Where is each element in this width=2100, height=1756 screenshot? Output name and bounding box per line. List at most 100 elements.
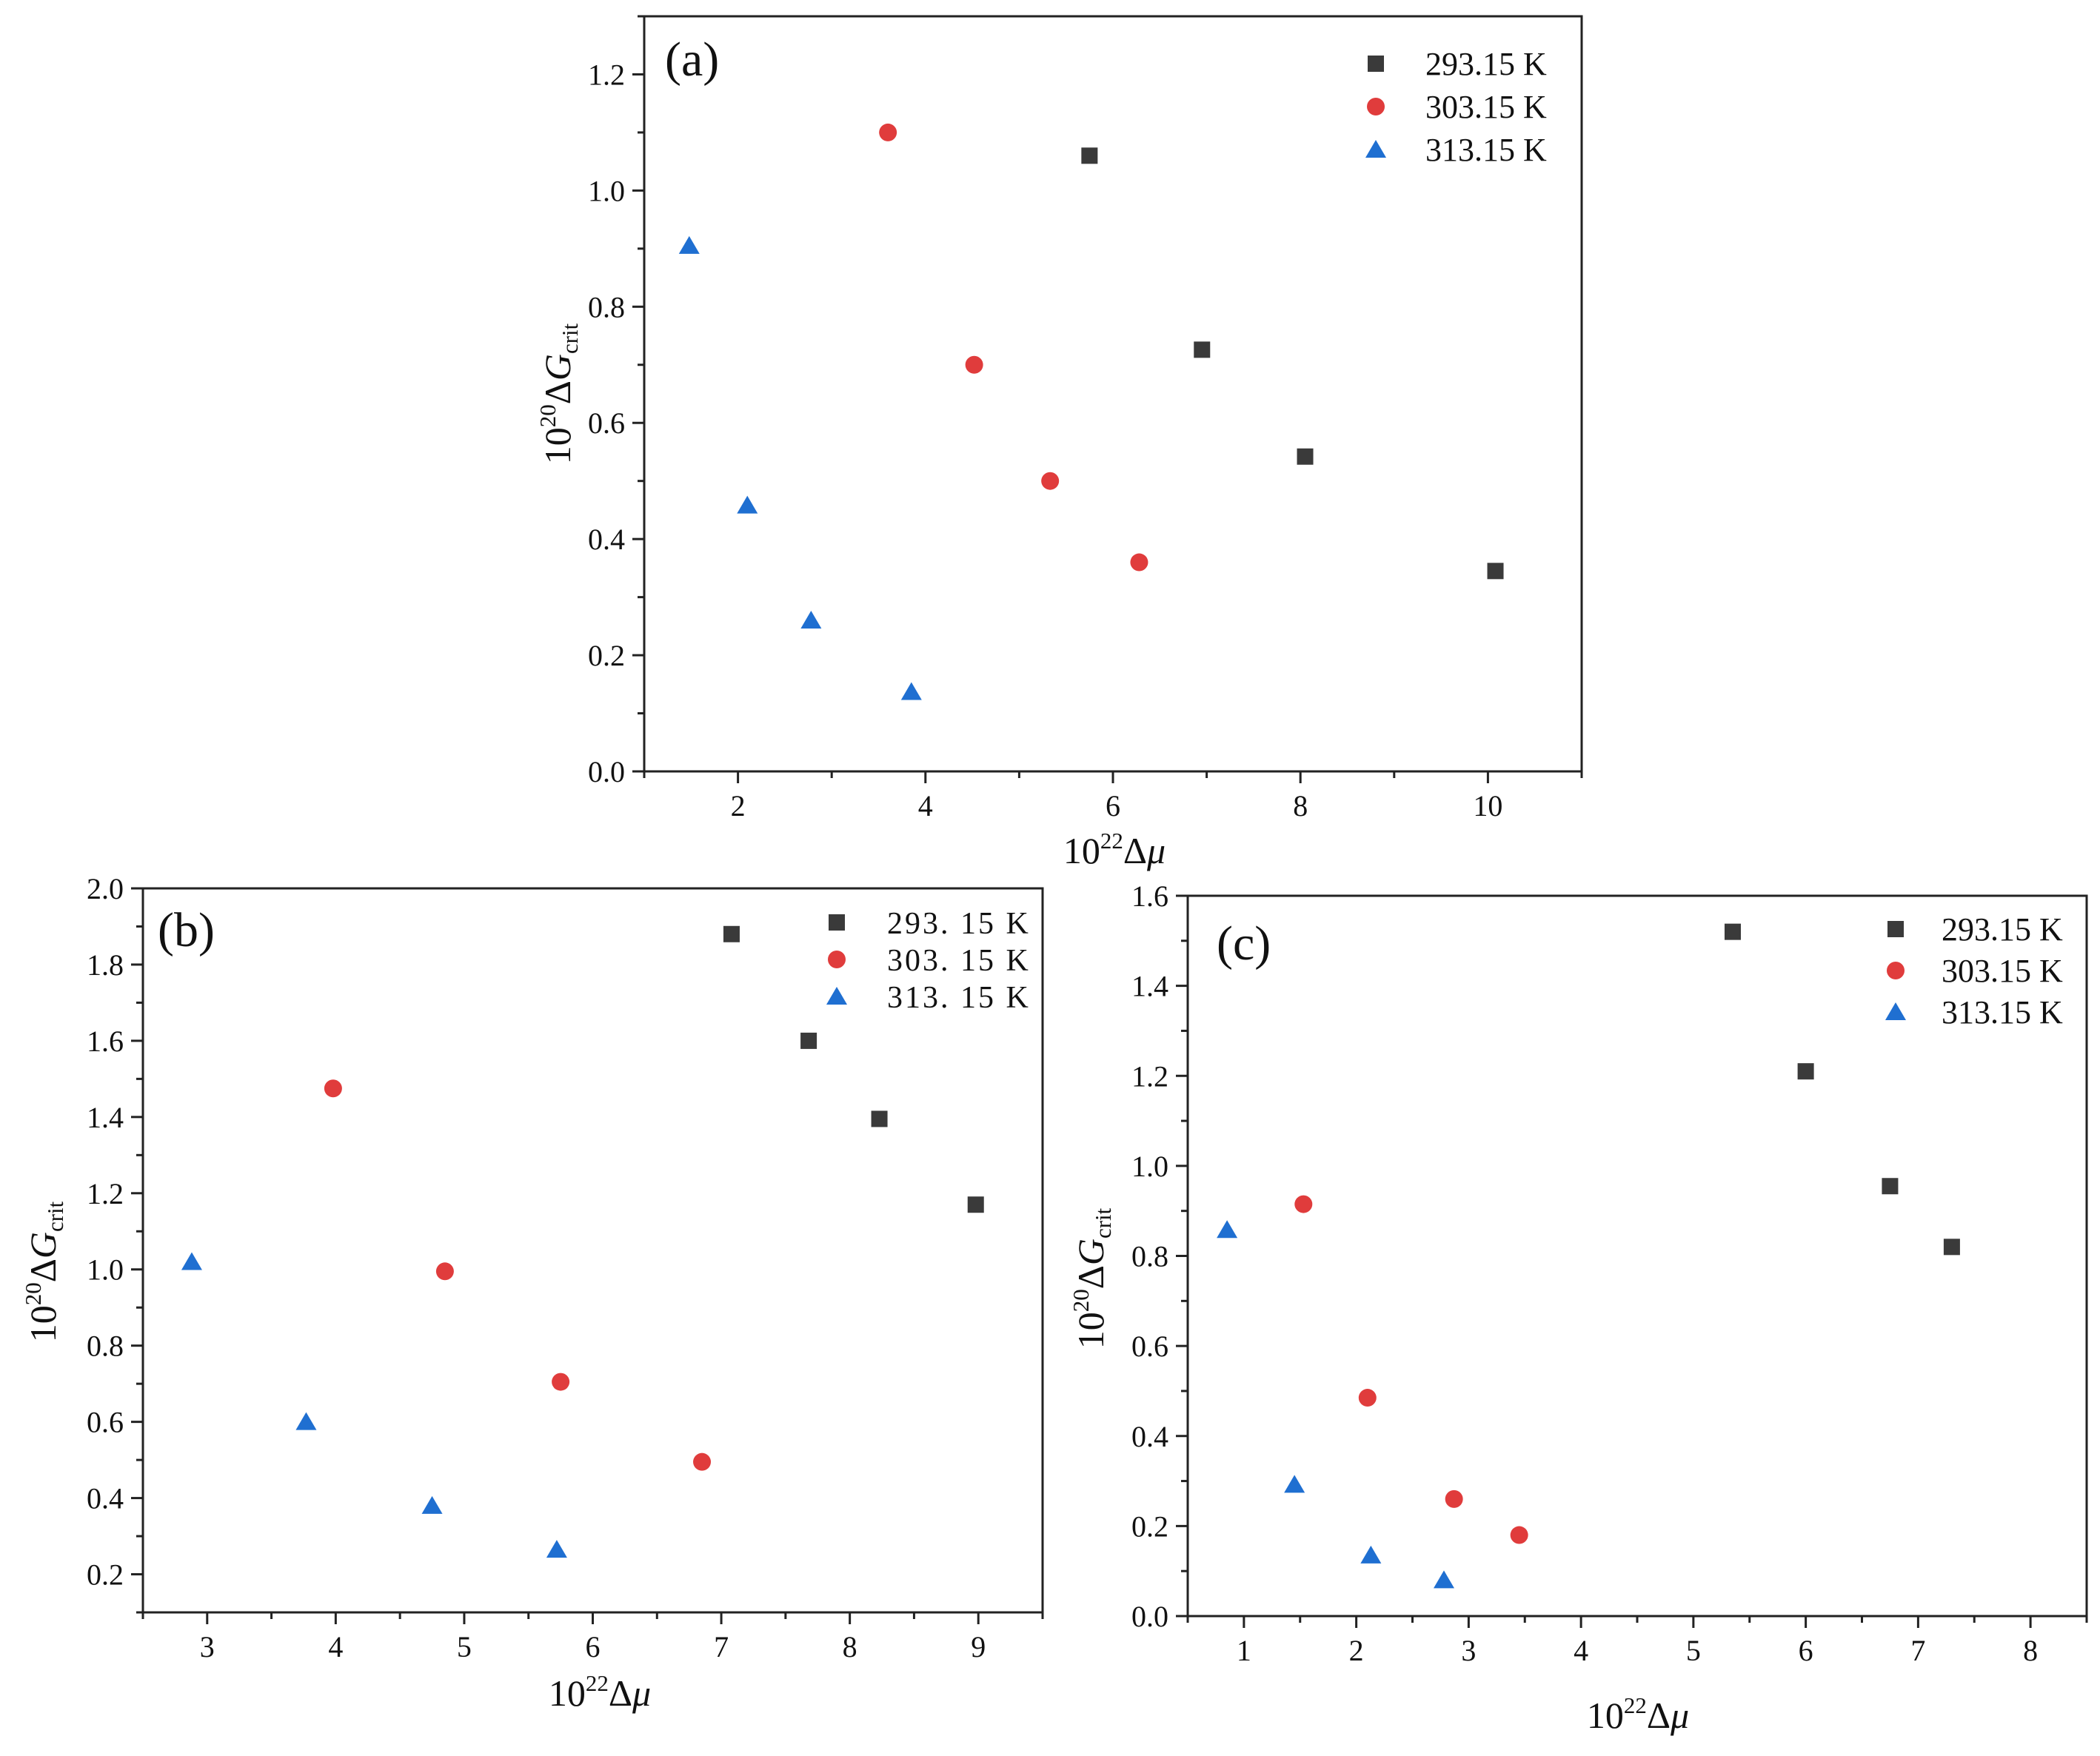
- y-axis-title-sym: Δ: [22, 1259, 64, 1282]
- legend-label: 303.15 K: [1425, 89, 1547, 125]
- y-axis-title-exp: 20: [535, 404, 561, 427]
- data-point-circle: [693, 1452, 712, 1471]
- x-tick-label: 5: [1686, 1634, 1701, 1667]
- x-tick-label: 4: [328, 1630, 343, 1663]
- panel-label: (b): [158, 903, 215, 957]
- data-point-square: [800, 1032, 817, 1049]
- data-point-circle: [552, 1373, 570, 1391]
- x-tick-label: 7: [1910, 1634, 1925, 1667]
- y-axis-title: 1020ΔGcrit: [20, 1201, 68, 1342]
- y-tick-label: 0.8: [1131, 1240, 1168, 1273]
- y-tick-label: 1.2: [1131, 1059, 1168, 1093]
- y-axis-title-exp: 20: [1068, 1289, 1094, 1312]
- data-point-circle: [879, 123, 897, 141]
- x-axis-title-sym: Δ: [1647, 1695, 1671, 1736]
- legend-label: 303. 15 K: [887, 944, 1031, 978]
- x-axis-title-sym: Δ: [1123, 830, 1147, 871]
- x-tick-label: 3: [200, 1630, 215, 1663]
- data-point-circle: [965, 355, 983, 374]
- data-point-square: [1194, 341, 1211, 358]
- x-axis-title-var: μ: [1146, 830, 1166, 871]
- y-axis-title: 1020ΔGcrit: [1068, 1207, 1116, 1349]
- y-tick-label: 1.2: [588, 58, 625, 91]
- y-tick-label: 0.2: [588, 639, 625, 672]
- data-point-triangle: [295, 1412, 317, 1430]
- y-tick-label: 0.6: [87, 1406, 124, 1439]
- x-tick-label: 7: [714, 1630, 729, 1663]
- y-tick-label: 1.4: [87, 1101, 124, 1134]
- x-axis-title: 1022Δμ: [1587, 1692, 1689, 1736]
- x-tick-label: 2: [731, 789, 746, 822]
- x-tick-label: 6: [1106, 789, 1120, 822]
- x-tick-label: 8: [2023, 1634, 2038, 1667]
- data-point-triangle: [546, 1540, 567, 1558]
- y-tick-label: 1.4: [1131, 970, 1168, 1003]
- x-tick-label: 4: [1574, 1634, 1588, 1667]
- x-tick-label: 8: [1293, 789, 1308, 822]
- legend-marker-triangle: [1365, 140, 1386, 158]
- data-point-triangle: [678, 235, 700, 254]
- data-point-square: [1487, 563, 1504, 580]
- legend-marker-triangle: [826, 987, 847, 1005]
- panel-label: (c): [1217, 916, 1271, 971]
- x-axis-title-exp: 22: [1100, 828, 1123, 854]
- y-axis-title-base: 10: [537, 427, 578, 464]
- y-tick-label: 0.6: [588, 406, 625, 440]
- legend-label: 313. 15 K: [887, 981, 1031, 1015]
- panel-c: 1 2 3 4 5 6 7 8 0.0 0.2 0.4 0.6 0.8 1.0 1.2 1.4 1.6 (c) 10…: [1068, 879, 2088, 1736]
- data-point-square: [871, 1110, 888, 1127]
- x-axis-title-base: 10: [549, 1672, 586, 1714]
- y-tick-label: 0.4: [87, 1482, 124, 1515]
- legend-label: 303.15 K: [1942, 953, 2063, 989]
- y-tick-label: 0.2: [87, 1558, 124, 1592]
- y-tick-label: 0.8: [87, 1330, 124, 1363]
- legend-label: 293. 15 K: [887, 907, 1031, 941]
- x-tick-label: 8: [843, 1630, 857, 1663]
- y-tick-label: 0.8: [588, 290, 625, 324]
- data-point-triangle: [1284, 1475, 1305, 1493]
- x-tick-label: 1: [1237, 1634, 1251, 1667]
- y-tick-label: 1.8: [87, 948, 124, 982]
- x-tick-label: 6: [1799, 1634, 1813, 1667]
- data-point-square: [1724, 923, 1741, 940]
- data-point-triangle: [1217, 1220, 1238, 1239]
- panel-b: 3 4 5 6 7 8 9 0.2 0.4 0.6 0.8 1.0 1.2 1.4 1.6 1.8 2.0 (b)…: [20, 872, 1044, 1714]
- legend-marker-circle: [1367, 98, 1385, 115]
- y-tick-label: 1.0: [1131, 1150, 1168, 1183]
- data-point-circle: [1445, 1489, 1463, 1508]
- legend-marker-circle: [828, 951, 846, 968]
- data-point-triangle: [421, 1495, 443, 1514]
- data-point-triangle: [737, 495, 758, 514]
- legend-label: 313.15 K: [1425, 132, 1547, 168]
- y-tick-label: 0.0: [588, 755, 625, 788]
- x-axis-title-var: μ: [632, 1672, 651, 1714]
- y-axis-title-sub: crit: [42, 1201, 68, 1232]
- x-tick-label: 2: [1349, 1634, 1364, 1667]
- y-tick-label: 1.6: [87, 1025, 124, 1058]
- data-point-triangle: [1360, 1545, 1382, 1564]
- legend-marker-square: [1887, 921, 1904, 937]
- x-axis-title-sym: Δ: [609, 1672, 632, 1714]
- x-axis-title-base: 10: [1063, 830, 1100, 871]
- panel-a: 2 4 6 8 100.00.20.40.60.81.01.2 (a)1022Δμ1020…: [535, 15, 1583, 871]
- y-axis-title-sym: Δ: [1070, 1265, 1111, 1289]
- x-axis-title-var: μ: [1670, 1695, 1689, 1736]
- legend-label: 313.15 K: [1942, 994, 2063, 1031]
- data-point-square: [723, 925, 740, 942]
- y-tick-label: 1.2: [87, 1177, 124, 1210]
- data-point-circle: [324, 1079, 342, 1098]
- x-tick-label: 3: [1461, 1634, 1476, 1667]
- data-point-triangle: [800, 611, 822, 629]
- y-axis-title-base: 10: [1070, 1312, 1111, 1349]
- y-axis-title-base: 10: [22, 1305, 64, 1342]
- legend-label: 293.15 K: [1942, 911, 2063, 948]
- data-point-square: [1081, 147, 1098, 164]
- data-point-square: [967, 1196, 984, 1213]
- x-tick-label: 5: [457, 1630, 472, 1663]
- data-point-circle: [1358, 1389, 1377, 1407]
- y-axis-title-exp: 20: [20, 1282, 46, 1305]
- data-point-square: [1943, 1239, 1960, 1256]
- data-point-circle: [1294, 1195, 1313, 1213]
